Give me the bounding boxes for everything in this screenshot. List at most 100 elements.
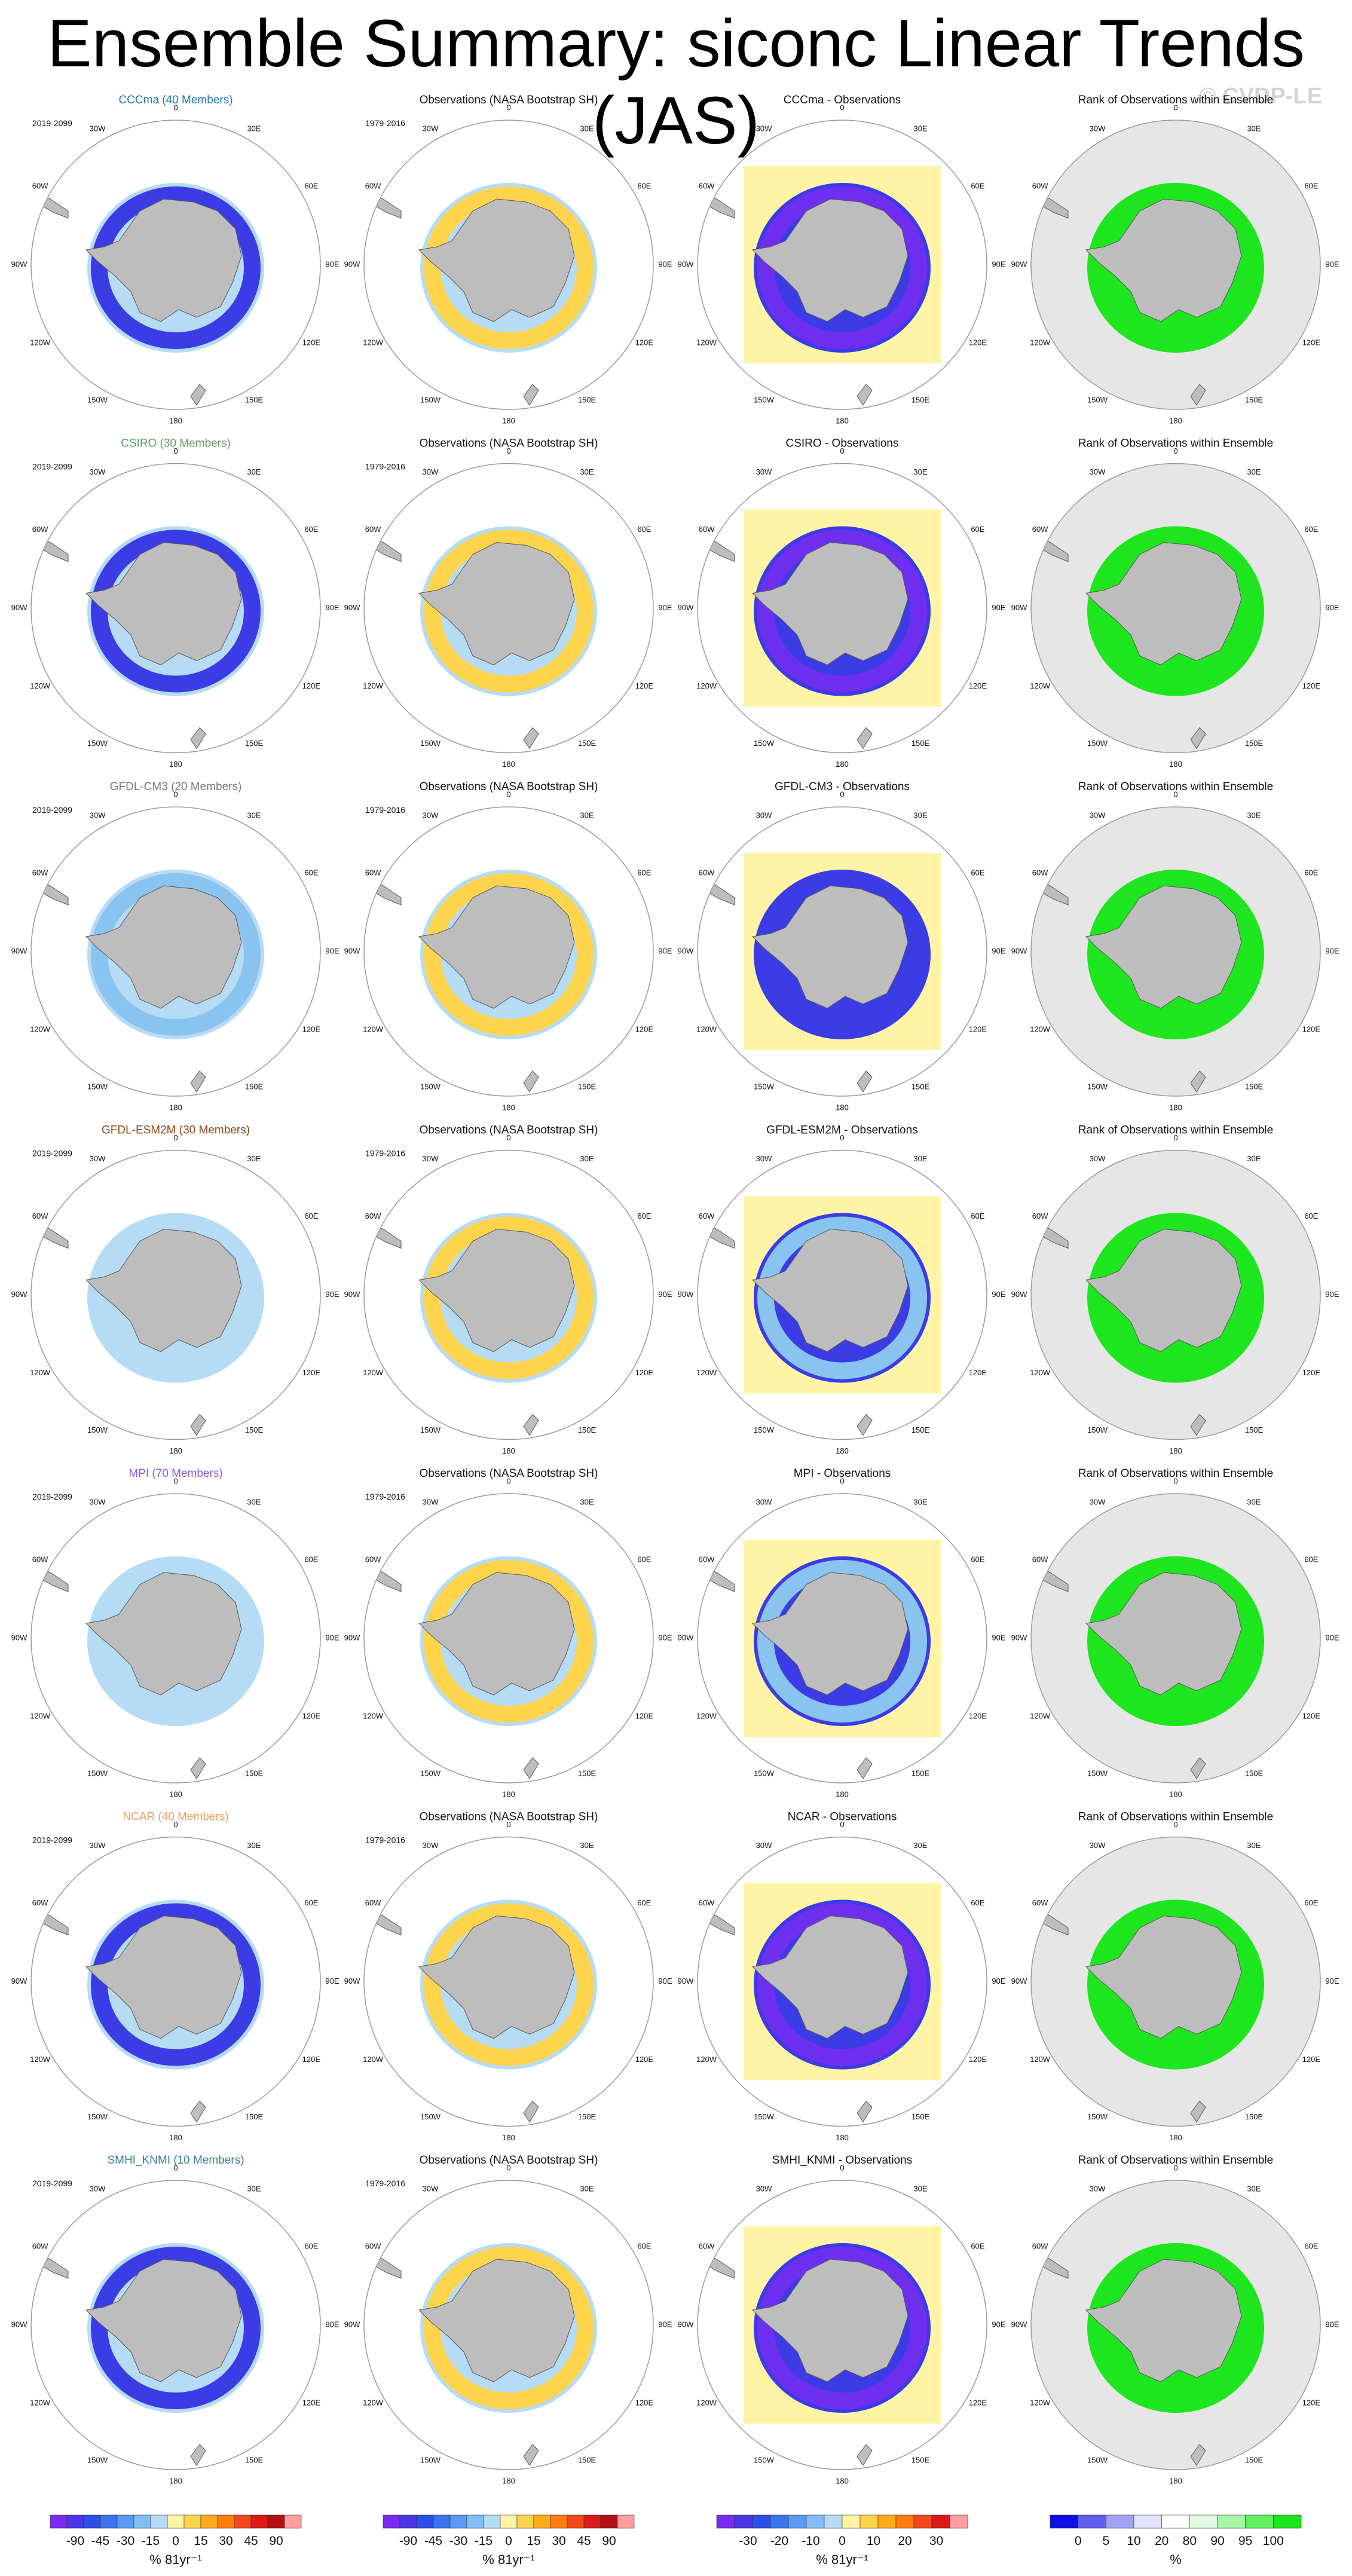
longitude-label: 90E <box>658 946 672 955</box>
longitude-label: 120E <box>969 681 987 690</box>
longitude-label: 90E <box>1325 2320 1339 2329</box>
colorbar-swatch <box>1161 2514 1190 2529</box>
colorbar-tick-label: 95 <box>1238 2534 1252 2548</box>
longitude-label: 60W <box>32 1211 48 1220</box>
watermark: © CVDP-LE <box>1199 84 1322 109</box>
longitude-label: 60W <box>365 1211 381 1220</box>
new-zealand-landmass <box>523 1070 539 1093</box>
obs-map-field <box>364 807 653 1096</box>
longitude-label: 180 <box>836 2476 849 2485</box>
longitude-label: 120W <box>363 1368 384 1377</box>
longitude-label: 60E <box>971 181 984 190</box>
longitude-label: 120E <box>302 2055 321 2064</box>
longitude-label: 120W <box>696 1024 717 1033</box>
longitude-label: 90E <box>992 2320 1005 2329</box>
antarctica-landmass <box>85 198 242 322</box>
longitude-label: 60E <box>1304 868 1318 877</box>
antarctica-landmass <box>751 198 909 322</box>
longitude-label: 120W <box>363 681 384 690</box>
map-boundary-circle <box>1030 120 1321 410</box>
colorbar-swatch <box>734 2514 753 2529</box>
rank-map-field <box>1031 463 1320 753</box>
model-panel-title: CCCma (40 Members) <box>118 94 233 106</box>
obs-panel-title: Observations (NASA Bootstrap SH) <box>420 438 598 450</box>
longitude-label: 120E <box>302 338 321 347</box>
map-boundary-circle <box>363 2180 654 2470</box>
longitude-label: 120W <box>1030 2398 1051 2407</box>
colorbar-swatch <box>1189 2514 1218 2529</box>
colorbar-swatch <box>1273 2514 1302 2529</box>
rank-panel-title: Rank of Observations within Ensemble <box>1078 94 1273 106</box>
map-boundary-circle <box>1030 1149 1321 1440</box>
longitude-label: 90W <box>11 2320 27 2329</box>
longitude-label: 0 <box>840 446 844 455</box>
longitude-label: 180 <box>169 2476 182 2485</box>
period-label: 2019-2099 <box>32 462 72 472</box>
longitude-label: 120W <box>1030 681 1051 690</box>
colorbar-tick-label: 0 <box>839 2534 846 2548</box>
longitude-label: 180 <box>1169 416 1182 425</box>
longitude-label: 60E <box>304 868 318 877</box>
longitude-label: 30W <box>423 1154 439 1163</box>
antarctica-landmass <box>85 2259 242 2382</box>
longitude-label: 30W <box>756 1841 772 1850</box>
diff-panel-title: NCAR - Observations <box>788 1811 897 1824</box>
model-panel-title: NCAR (40 Members) <box>123 1811 228 1824</box>
diff-panel-title: MPI - Observations <box>794 1467 891 1480</box>
map-boundary-circle <box>697 1493 987 1783</box>
longitude-label: 180 <box>836 760 849 769</box>
longitude-label: 60E <box>1304 1898 1318 1907</box>
antarctica-landmass <box>751 1228 909 1353</box>
antarctica-landmass <box>85 1572 242 1696</box>
longitude-label: 90E <box>658 1977 672 1985</box>
longitude-label: 60E <box>304 1211 318 1220</box>
longitude-label: 0 <box>173 1820 178 1829</box>
longitude-label: 0 <box>840 2163 844 2172</box>
longitude-label: 150W <box>87 2112 108 2121</box>
colorbar-tick-label: 15 <box>194 2534 207 2548</box>
longitude-label: 30W <box>1090 2185 1106 2193</box>
longitude-label: 0 <box>1173 1820 1177 1829</box>
longitude-label: 90E <box>992 1633 1005 1642</box>
rank-map-field <box>1031 1837 1320 2127</box>
longitude-label: 150W <box>87 1082 108 1091</box>
longitude-label: 0 <box>173 1133 178 1142</box>
longitude-label: 60W <box>699 2241 715 2250</box>
longitude-label: 90W <box>11 1977 27 1985</box>
longitude-label: 60W <box>32 1555 48 1564</box>
colorbar-tick-label: 90 <box>269 2534 283 2548</box>
rank-map-field <box>1031 120 1320 409</box>
longitude-label: 180 <box>836 1789 849 1798</box>
period-label: 1979-2016 <box>365 2179 405 2188</box>
model-map-field <box>31 1494 320 1783</box>
longitude-label: 150E <box>911 1769 930 1777</box>
model-panel-title: MPI (70 Members) <box>129 1467 222 1480</box>
colorbar-swatch <box>83 2514 101 2529</box>
obs-map-panel: Observations (NASA Bootstrap SH) 1979-201… <box>344 781 672 1112</box>
antarctica-landmass <box>85 1915 242 2039</box>
longitude-label: 60W <box>699 181 715 190</box>
new-zealand-landmass <box>523 2100 539 2123</box>
longitude-label: 90E <box>325 259 339 268</box>
longitude-label: 0 <box>1173 2163 1177 2172</box>
longitude-label: 60W <box>32 181 48 190</box>
colorbar-tick-label: 90 <box>1210 2534 1224 2548</box>
obs-map-panel: Observations (NASA Bootstrap SH) 1979-201… <box>344 1811 672 2142</box>
rank-panel-title: Rank of Observations within Ensemble <box>1078 438 1273 450</box>
longitude-label: 30W <box>1090 1841 1106 1850</box>
diff-map-field <box>698 807 987 1096</box>
longitude-label: 90W <box>678 1977 694 1985</box>
obs-map-field <box>364 120 653 409</box>
longitude-label: 30W <box>756 811 772 820</box>
longitude-label: 90E <box>1325 1290 1339 1299</box>
longitude-label: 150E <box>911 739 930 748</box>
longitude-label: 90E <box>992 259 1005 268</box>
map-boundary-circle <box>30 120 321 410</box>
longitude-label: 120E <box>969 1368 987 1377</box>
longitude-label: 150W <box>87 395 108 404</box>
colorbar-tick-label: -10 <box>802 2534 819 2548</box>
longitude-label: 90E <box>325 1633 339 1642</box>
